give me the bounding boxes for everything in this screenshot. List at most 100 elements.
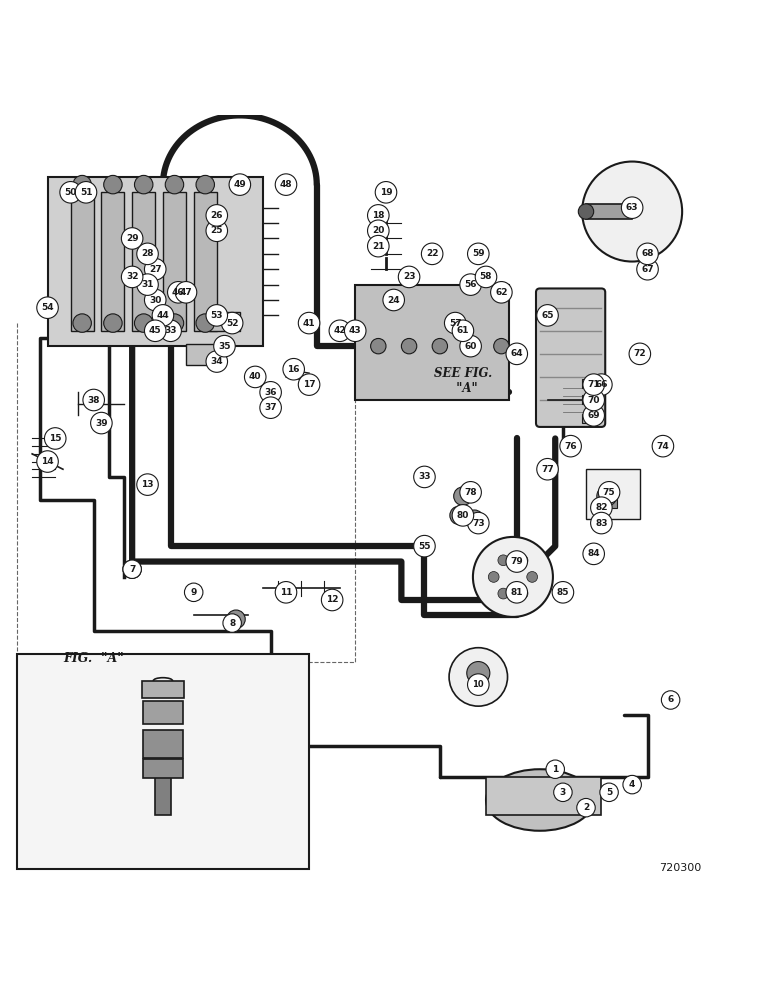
Circle shape <box>597 486 617 506</box>
Circle shape <box>137 474 158 495</box>
Circle shape <box>600 783 618 802</box>
Circle shape <box>554 783 572 802</box>
Text: 10: 10 <box>472 680 484 689</box>
Circle shape <box>460 274 482 295</box>
Text: 28: 28 <box>141 249 154 258</box>
Text: 26: 26 <box>211 211 223 220</box>
Text: 46: 46 <box>172 288 185 297</box>
Text: 63: 63 <box>626 203 638 212</box>
Text: 59: 59 <box>472 249 485 258</box>
Circle shape <box>367 220 389 242</box>
FancyBboxPatch shape <box>143 730 183 758</box>
Text: 68: 68 <box>642 249 654 258</box>
Bar <box>355 285 509 400</box>
Circle shape <box>414 535 435 557</box>
Circle shape <box>196 175 215 194</box>
Circle shape <box>506 582 527 603</box>
Circle shape <box>165 314 184 332</box>
Text: 73: 73 <box>472 519 485 528</box>
Circle shape <box>121 266 143 288</box>
Text: 43: 43 <box>349 326 361 335</box>
Circle shape <box>260 397 281 418</box>
Circle shape <box>468 512 489 534</box>
Text: SEE FIG.
  "A": SEE FIG. "A" <box>434 367 492 395</box>
Circle shape <box>583 405 604 426</box>
Circle shape <box>375 182 397 203</box>
Circle shape <box>468 674 489 695</box>
Circle shape <box>432 338 448 354</box>
Text: 82: 82 <box>595 503 608 512</box>
Text: 84: 84 <box>587 549 600 558</box>
Text: 1: 1 <box>552 765 558 774</box>
Bar <box>17 654 309 869</box>
Bar <box>163 192 186 331</box>
Circle shape <box>165 175 184 194</box>
Circle shape <box>206 220 228 242</box>
Circle shape <box>298 312 320 334</box>
Text: 16: 16 <box>287 365 300 374</box>
Circle shape <box>662 691 680 709</box>
Circle shape <box>621 197 643 218</box>
Ellipse shape <box>486 769 594 831</box>
Text: 85: 85 <box>557 588 569 597</box>
Circle shape <box>517 588 528 599</box>
Circle shape <box>152 305 174 326</box>
Circle shape <box>591 374 612 395</box>
Text: 31: 31 <box>141 280 154 289</box>
Circle shape <box>371 338 386 354</box>
Circle shape <box>583 374 604 395</box>
Circle shape <box>206 305 228 326</box>
Text: 48: 48 <box>279 180 293 189</box>
Circle shape <box>637 243 659 265</box>
Text: 30: 30 <box>149 296 161 305</box>
Text: 42: 42 <box>334 326 346 335</box>
Text: 23: 23 <box>403 272 415 281</box>
Bar <box>209 312 240 331</box>
Text: 2: 2 <box>583 803 589 812</box>
Text: 38: 38 <box>87 396 100 405</box>
Circle shape <box>527 572 537 582</box>
Text: 56: 56 <box>465 280 477 289</box>
Circle shape <box>489 572 499 582</box>
Bar <box>101 192 124 331</box>
Text: 74: 74 <box>656 442 669 451</box>
Circle shape <box>137 243 158 265</box>
Circle shape <box>583 389 604 411</box>
FancyBboxPatch shape <box>536 288 605 427</box>
Circle shape <box>321 589 343 611</box>
Circle shape <box>506 343 527 365</box>
Circle shape <box>73 314 91 332</box>
Circle shape <box>473 537 553 617</box>
Circle shape <box>185 583 203 602</box>
Circle shape <box>144 289 166 311</box>
Text: 77: 77 <box>541 465 554 474</box>
Circle shape <box>468 243 489 265</box>
Circle shape <box>206 205 228 226</box>
Circle shape <box>134 175 153 194</box>
Text: 58: 58 <box>479 272 493 281</box>
Circle shape <box>367 235 389 257</box>
Text: 720300: 720300 <box>659 863 702 873</box>
Text: 71: 71 <box>587 380 600 389</box>
Circle shape <box>491 282 512 303</box>
Text: 13: 13 <box>141 480 154 489</box>
Text: 35: 35 <box>218 342 231 351</box>
Circle shape <box>103 175 122 194</box>
Circle shape <box>37 451 59 472</box>
Circle shape <box>449 648 507 706</box>
Circle shape <box>60 182 81 203</box>
Text: 19: 19 <box>380 188 392 197</box>
Circle shape <box>121 228 143 249</box>
Circle shape <box>546 760 564 778</box>
Text: 65: 65 <box>541 311 554 320</box>
Circle shape <box>445 312 466 334</box>
Text: 72: 72 <box>634 349 646 358</box>
Bar <box>155 762 171 815</box>
Text: 25: 25 <box>211 226 223 235</box>
Text: 18: 18 <box>372 211 384 220</box>
Circle shape <box>560 435 581 457</box>
Text: 75: 75 <box>603 488 615 497</box>
Circle shape <box>623 775 642 794</box>
Circle shape <box>283 358 304 380</box>
Text: 47: 47 <box>180 288 192 297</box>
